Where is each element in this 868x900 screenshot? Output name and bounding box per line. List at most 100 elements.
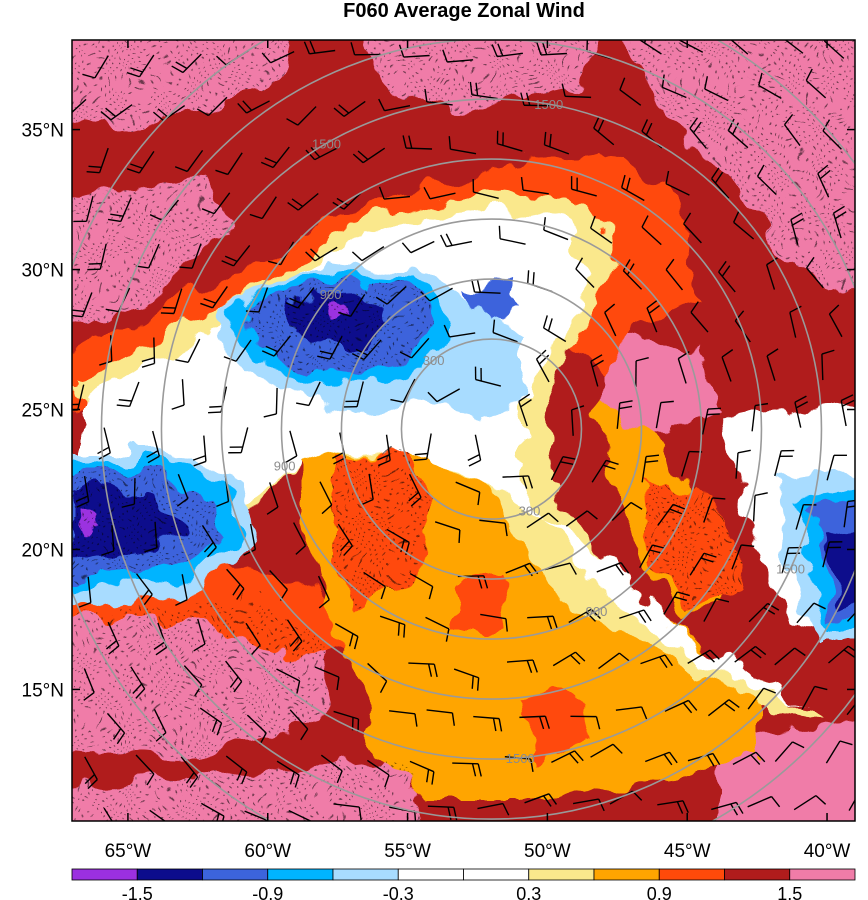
wind-barb: [718, 260, 736, 293]
wind-barb: [287, 192, 319, 211]
wind-barb: [756, 164, 777, 196]
wind-barb: [305, 246, 338, 262]
wind-barb: [474, 366, 502, 387]
wind-barb: [542, 315, 567, 343]
wind-barb: [735, 449, 751, 479]
wind-barb: [506, 659, 538, 674]
wind-barb: [352, 147, 386, 164]
colorbar-swatch: [71, 868, 138, 881]
wind-barb: [796, 602, 826, 624]
wind-barb: [765, 257, 779, 290]
map-frame: [71, 39, 856, 822]
wind-barb: [752, 492, 768, 522]
wind-barb: [619, 77, 642, 106]
wind-barb: [434, 521, 461, 543]
wind-barb: [570, 176, 597, 197]
wind-barb: [375, 285, 407, 305]
wind-barb: [731, 544, 755, 570]
wind-barb: [825, 740, 853, 764]
wind-barb: [378, 98, 411, 112]
wind-barb: [452, 762, 482, 777]
wind-barb: [97, 427, 111, 460]
wind-barb: [550, 455, 576, 481]
wind-barb: [426, 709, 456, 726]
wind-barb: [663, 591, 690, 615]
wind-barb: [665, 258, 684, 291]
colorbar-label: -0.3: [383, 884, 414, 900]
range-ring-label: 1500: [534, 97, 563, 112]
wind-barb: [805, 68, 827, 99]
wind-barb: [589, 215, 613, 244]
colorbar-label: -0.9: [252, 884, 283, 900]
wind-barb: [604, 303, 617, 337]
wind-barb: [303, 40, 336, 55]
wind-barb: [635, 356, 649, 387]
wind-barb: [266, 482, 279, 515]
wind-barb: [276, 668, 301, 694]
colorbar: -1.5 -0.9 -0.3 0.3 0.9 1.5: [71, 868, 856, 900]
wind-barb: [689, 117, 707, 149]
wind-barb: [84, 756, 98, 790]
wind-barb: [572, 798, 605, 812]
wind-barb: [622, 259, 643, 290]
lon-tick-label: 40°W: [804, 841, 851, 862]
wind-barb: [565, 510, 598, 527]
wind-barb: [200, 286, 228, 309]
colorbar-swatch: [724, 868, 791, 881]
wind-barb: [615, 706, 648, 720]
wind-barb: [360, 473, 374, 506]
wind-barb: [296, 381, 321, 407]
wind-barb: [221, 244, 251, 267]
range-ring-label: 1500: [776, 562, 805, 577]
wind-barb: [683, 212, 702, 244]
wind-barb: [794, 395, 809, 428]
wind-barb: [344, 381, 364, 408]
wind-barb: [640, 654, 673, 669]
range-ring: [280, 218, 703, 640]
wind-barb: [334, 623, 359, 650]
chart-title: F060 Average Zonal Wind: [343, 0, 585, 22]
wind-barb: [498, 225, 526, 245]
wind-barb: [598, 652, 631, 670]
wind-barb: [363, 571, 387, 600]
wind-barb: [591, 459, 619, 483]
lon-tick-label: 55°W: [384, 841, 431, 862]
wind-barb: [193, 618, 206, 652]
wind-barb: [100, 104, 133, 121]
wind-barb: [570, 715, 601, 730]
wind-barb: [333, 803, 362, 821]
wind-barb: [593, 116, 615, 146]
wind-barb: [711, 801, 744, 816]
range-ring-label: 1500: [506, 751, 535, 766]
wind-barb: [817, 164, 831, 198]
wind-barb: [575, 257, 595, 289]
wind-barb: [225, 660, 243, 693]
wind-barb: [727, 118, 749, 149]
wind-barb: [774, 449, 795, 477]
colorbar-label: 0.3: [516, 884, 541, 900]
wind-barb: [314, 666, 340, 691]
wind-barb: [520, 92, 551, 107]
wind-barb: [399, 337, 430, 359]
wind-barb: [783, 114, 801, 146]
wind-barb: [455, 481, 481, 506]
wind-barb: [319, 481, 333, 515]
wind-barb: [293, 522, 307, 555]
map-panel: 300 300 900 900 900 1500 1500 1500 1500: [72, 40, 855, 821]
colorbar-swatch: [789, 868, 856, 881]
wind-barb: [758, 72, 782, 99]
range-ring-label: 300: [519, 504, 541, 519]
wind-barb: [367, 759, 390, 788]
wind-barb: [492, 319, 518, 343]
wind-barb: [409, 572, 434, 600]
wind-barb: [443, 324, 476, 338]
range-ring: [220, 158, 763, 700]
wind-barb: [551, 750, 584, 764]
wind-barb: [402, 135, 433, 150]
wind-barb: [846, 703, 855, 716]
wind-barb: [144, 521, 158, 553]
wind-barb: [473, 715, 503, 732]
wind-barb: [130, 666, 146, 699]
wind-barb: [171, 53, 202, 74]
wind-barb: [103, 807, 113, 821]
